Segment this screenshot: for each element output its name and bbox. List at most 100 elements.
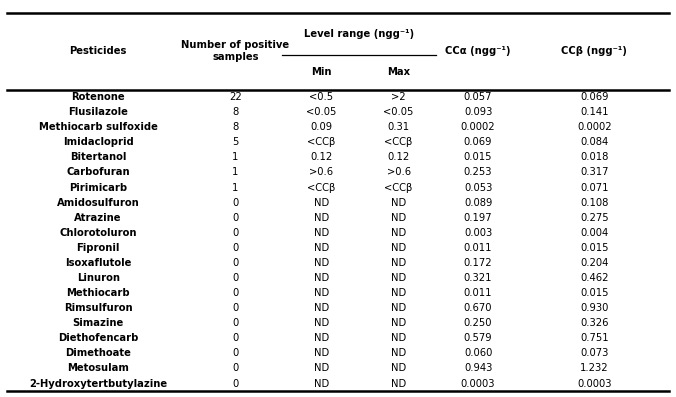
Text: ND: ND [391,333,406,343]
Text: ND: ND [391,228,406,238]
Text: Level range (ngg⁻¹): Level range (ngg⁻¹) [304,29,414,39]
Text: ND: ND [314,303,329,313]
Text: 0: 0 [232,243,239,253]
Text: Linuron: Linuron [76,273,120,283]
Text: 0: 0 [232,349,239,358]
Text: ND: ND [391,288,406,298]
Text: 0.084: 0.084 [580,137,608,147]
Text: 0: 0 [232,379,239,389]
Text: ND: ND [314,213,329,223]
Text: 0.015: 0.015 [464,152,492,162]
Text: <0.5: <0.5 [310,92,333,102]
Text: Number of positive
samples: Number of positive samples [181,40,289,62]
Text: 0.670: 0.670 [464,303,492,313]
Text: ND: ND [314,198,329,208]
Text: 0.073: 0.073 [580,349,608,358]
Text: 0.579: 0.579 [464,333,492,343]
Text: 8: 8 [232,122,239,132]
Text: 0.015: 0.015 [580,288,608,298]
Text: <CCβ: <CCβ [385,183,413,193]
Text: <CCβ: <CCβ [308,137,335,147]
Text: 0.069: 0.069 [464,137,492,147]
Text: 0.943: 0.943 [464,364,492,374]
Text: Pesticides: Pesticides [70,46,127,56]
Text: ND: ND [314,243,329,253]
Text: <CCβ: <CCβ [308,183,335,193]
Text: ND: ND [314,288,329,298]
Text: 0.250: 0.250 [464,318,492,328]
Text: Carbofuran: Carbofuran [66,168,130,177]
Text: 0: 0 [232,318,239,328]
Text: ND: ND [391,364,406,374]
Text: 0.018: 0.018 [580,152,608,162]
Text: 1: 1 [232,152,239,162]
Text: Min: Min [311,67,332,77]
Text: 0.071: 0.071 [580,183,608,193]
Text: Amidosulfuron: Amidosulfuron [57,198,139,208]
Text: 0.197: 0.197 [464,213,492,223]
Text: ND: ND [391,273,406,283]
Text: 0.12: 0.12 [310,152,333,162]
Text: CCα (ngg⁻¹): CCα (ngg⁻¹) [445,46,511,56]
Text: 1.232: 1.232 [580,364,608,374]
Text: 0: 0 [232,228,239,238]
Text: 0.0002: 0.0002 [577,122,612,132]
Text: Rimsulfuron: Rimsulfuron [64,303,132,313]
Text: ND: ND [314,273,329,283]
Text: Fipronil: Fipronil [76,243,120,253]
Text: <0.05: <0.05 [306,107,337,117]
Text: 0.275: 0.275 [580,213,608,223]
Text: 0.0002: 0.0002 [461,122,496,132]
Text: 0.12: 0.12 [387,152,410,162]
Text: Max: Max [387,67,410,77]
Text: Metosulam: Metosulam [67,364,129,374]
Text: ND: ND [314,333,329,343]
Text: 0.326: 0.326 [580,318,608,328]
Text: 0.011: 0.011 [464,243,492,253]
Text: ND: ND [391,243,406,253]
Text: 0.057: 0.057 [464,92,492,102]
Text: >0.6: >0.6 [310,168,333,177]
Text: 0: 0 [232,333,239,343]
Text: Diethofencarb: Diethofencarb [58,333,139,343]
Text: ND: ND [391,318,406,328]
Text: 0.09: 0.09 [310,122,333,132]
Text: 0.31: 0.31 [387,122,410,132]
Text: Imidacloprid: Imidacloprid [63,137,134,147]
Text: 1: 1 [232,168,239,177]
Text: Methiocarb sulfoxide: Methiocarb sulfoxide [39,122,158,132]
Text: 0.060: 0.060 [464,349,492,358]
Text: <CCβ: <CCβ [385,137,413,147]
Text: 0.204: 0.204 [580,258,608,268]
Text: 0.0003: 0.0003 [577,379,612,389]
Text: 0.930: 0.930 [580,303,608,313]
Text: 5: 5 [232,137,239,147]
Text: ND: ND [314,258,329,268]
Text: 0.751: 0.751 [580,333,608,343]
Text: <0.05: <0.05 [383,107,414,117]
Text: Atrazine: Atrazine [74,213,122,223]
Text: 22: 22 [229,92,242,102]
Text: 0.0003: 0.0003 [461,379,496,389]
Text: >2: >2 [391,92,406,102]
Text: 0.069: 0.069 [580,92,608,102]
Text: 1: 1 [232,183,239,193]
Text: 0.462: 0.462 [580,273,608,283]
Text: Chlorotoluron: Chlorotoluron [59,228,137,238]
Text: 0.003: 0.003 [464,228,492,238]
Text: ND: ND [391,379,406,389]
Text: ND: ND [314,349,329,358]
Text: 0: 0 [232,364,239,374]
Text: ND: ND [391,349,406,358]
Text: CCβ (ngg⁻¹): CCβ (ngg⁻¹) [562,46,627,56]
Text: 0.004: 0.004 [580,228,608,238]
Text: 0.317: 0.317 [580,168,608,177]
Text: 0: 0 [232,273,239,283]
Text: Simazine: Simazine [72,318,124,328]
Text: ND: ND [391,258,406,268]
Text: ND: ND [391,198,406,208]
Text: ND: ND [314,379,329,389]
Text: Rotenone: Rotenone [72,92,125,102]
Text: 8: 8 [232,107,239,117]
Text: ND: ND [314,228,329,238]
